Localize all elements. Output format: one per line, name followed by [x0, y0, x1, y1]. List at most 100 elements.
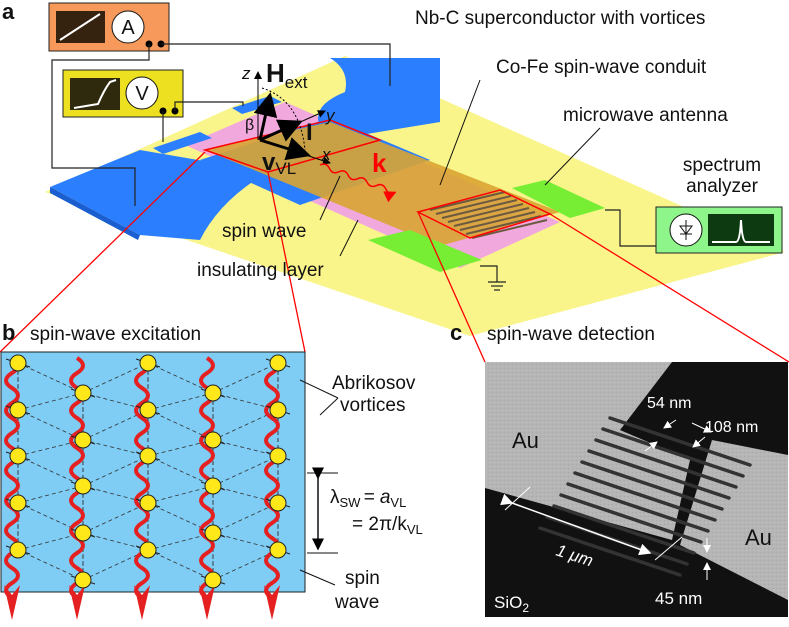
- superconductor-label: Nb-C superconductor with vortices: [415, 8, 705, 29]
- panel-a-letter: a: [2, 0, 15, 24]
- vortex: [269, 541, 287, 559]
- superconductor-left-pad: [50, 150, 268, 240]
- gap-label: 54 nm: [647, 395, 691, 412]
- vortex: [9, 401, 27, 419]
- antenna-grating: [429, 191, 548, 239]
- spin-wave-arrowhead: [134, 585, 150, 620]
- vortex: [139, 354, 157, 372]
- voltmeter: V: [62, 69, 184, 118]
- lattice-line: [82, 455, 149, 487]
- vortex: [74, 431, 92, 449]
- lattice-line: [212, 362, 279, 394]
- vortex: [204, 571, 222, 589]
- vortex: [74, 524, 92, 542]
- panel-c-letter: c: [450, 320, 462, 345]
- panel-c: c spin-wave detection Au Au 54 nm 108 nm…: [450, 320, 788, 617]
- zoom-line: [267, 171, 306, 353]
- insulating-layer-label: insulating layer: [197, 260, 324, 281]
- superconductor-right-pad: [318, 58, 440, 140]
- lattice-line: [212, 502, 279, 534]
- vortex: [204, 431, 222, 449]
- vortex: [204, 524, 222, 542]
- vortex: [9, 447, 27, 465]
- vortex: [74, 477, 92, 495]
- vortex: [139, 401, 157, 419]
- wires: [51, 43, 660, 291]
- svg-text:x: x: [321, 145, 331, 164]
- vortex: [204, 384, 222, 402]
- vortex: [269, 401, 287, 419]
- svg-text:I: I: [306, 119, 313, 146]
- lattice-line: [147, 362, 214, 394]
- lattice-line: [212, 455, 279, 487]
- period-label: 108 nm: [705, 419, 758, 436]
- spin-wave-arrowhead: [264, 585, 280, 620]
- voltmeter-symbol: V: [135, 83, 149, 105]
- grating-line: [594, 438, 738, 489]
- panel-a: a: [0, 0, 789, 363]
- vortex: [139, 494, 157, 512]
- lambda-eq-2: = 2π/kVL: [352, 514, 423, 537]
- grating-line: [587, 449, 731, 500]
- spin-wave-label: spin wave: [222, 221, 307, 242]
- diode-icon: [679, 220, 693, 240]
- spectrum-peak-icon: [712, 219, 770, 243]
- vortex: [269, 494, 287, 512]
- zoom-line: [549, 213, 789, 363]
- lattice-line: [17, 362, 84, 394]
- analyzer-label-2: analyzer: [686, 176, 758, 197]
- svg-text:k: k: [372, 148, 387, 178]
- zoom-line: [0, 151, 206, 353]
- conduit-label: Co-Fe spin-wave conduit: [496, 57, 707, 78]
- antenna-pad-bottom: [368, 230, 482, 272]
- panel-b: b spin-wave excitation Abrikosov vortice…: [0, 320, 423, 620]
- lattice-line: [17, 549, 84, 581]
- grating-line: [601, 427, 745, 478]
- ammeter: A: [48, 2, 170, 52]
- vortices-label-2: vortices: [340, 395, 405, 416]
- spin-wave-path: [264, 356, 280, 600]
- vortex: [9, 354, 27, 372]
- spin-wave-path: [4, 356, 20, 600]
- vortices-label-1: Abrikosov: [332, 373, 416, 394]
- spin-wave-label-1: spin: [345, 568, 380, 589]
- vortex: [139, 447, 157, 465]
- ammeter-symbol: A: [121, 17, 135, 39]
- vortex: [269, 354, 287, 372]
- panel-c-title: spin-wave detection: [487, 324, 655, 345]
- edge-label: 45 nm: [655, 589, 702, 608]
- spin-wave-label-2: wave: [334, 592, 379, 613]
- vortex: [139, 541, 157, 559]
- vortex: [9, 541, 27, 559]
- vortex: [269, 447, 287, 465]
- panel-b-letter: b: [2, 320, 15, 345]
- h-ext-label: Hext: [266, 58, 308, 92]
- spin-wave-arrowhead: [199, 585, 215, 620]
- length-dimension-arrow: [500, 493, 652, 556]
- sem-image: [485, 362, 788, 617]
- spectrum-analyzer: [655, 206, 783, 254]
- spin-wave-path: [134, 356, 150, 600]
- analyzer-label-1: spectrum: [683, 155, 761, 176]
- zoom-line: [417, 211, 486, 363]
- spin-wave-arrowhead: [4, 585, 20, 620]
- coordinate-axes: z y x β Hext I vVL k: [241, 58, 397, 203]
- lattice-line: [147, 455, 214, 487]
- vortex-lattice: [4, 354, 291, 620]
- vortex: [74, 384, 92, 402]
- svg-text:y: y: [325, 106, 336, 125]
- v-vl-label: vVL: [262, 149, 296, 178]
- lattice-line: [147, 549, 214, 581]
- lattice-line: [82, 362, 149, 394]
- vortex: [74, 571, 92, 589]
- spin-wave-arrowhead: [69, 585, 85, 620]
- antenna-label: microwave antenna: [563, 105, 728, 126]
- vortex: [204, 477, 222, 495]
- lattice-line: [17, 455, 84, 487]
- antenna-pad-top: [512, 180, 605, 218]
- grating-line: [608, 416, 752, 467]
- au-right-label: Au: [745, 525, 772, 550]
- sio2-label: SiO2: [494, 593, 529, 615]
- lambda-eq-1: λSW = aVL: [330, 487, 406, 510]
